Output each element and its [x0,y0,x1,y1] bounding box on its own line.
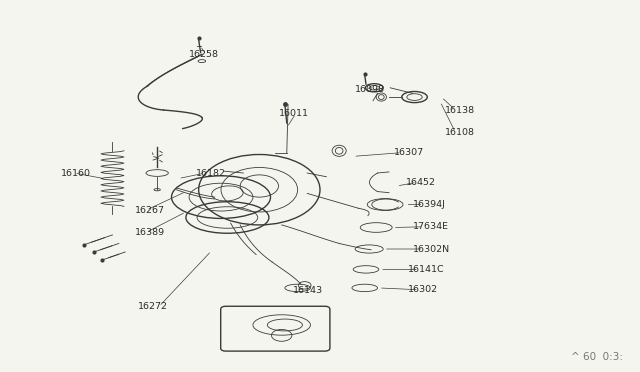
Text: ^ 60  0:3:: ^ 60 0:3: [572,352,623,362]
Text: 17634E: 17634E [413,222,449,231]
Text: 16394J: 16394J [413,200,445,209]
Text: 16143: 16143 [293,286,323,295]
Text: 16011: 16011 [278,109,308,118]
Text: 16258: 16258 [189,50,219,59]
Text: 16182: 16182 [195,169,225,177]
Text: 16389: 16389 [135,228,165,237]
Text: 16108: 16108 [445,128,474,137]
Text: 16141C: 16141C [408,265,445,274]
Text: 16267: 16267 [135,206,165,215]
Text: 16307: 16307 [394,148,424,157]
Text: 16138: 16138 [445,106,475,115]
Text: 16302N: 16302N [413,244,450,253]
Text: 16098: 16098 [355,85,385,94]
Text: 16272: 16272 [138,302,168,311]
Text: 16452: 16452 [406,178,436,187]
Text: 16160: 16160 [61,169,92,177]
Text: 16302: 16302 [408,285,438,294]
